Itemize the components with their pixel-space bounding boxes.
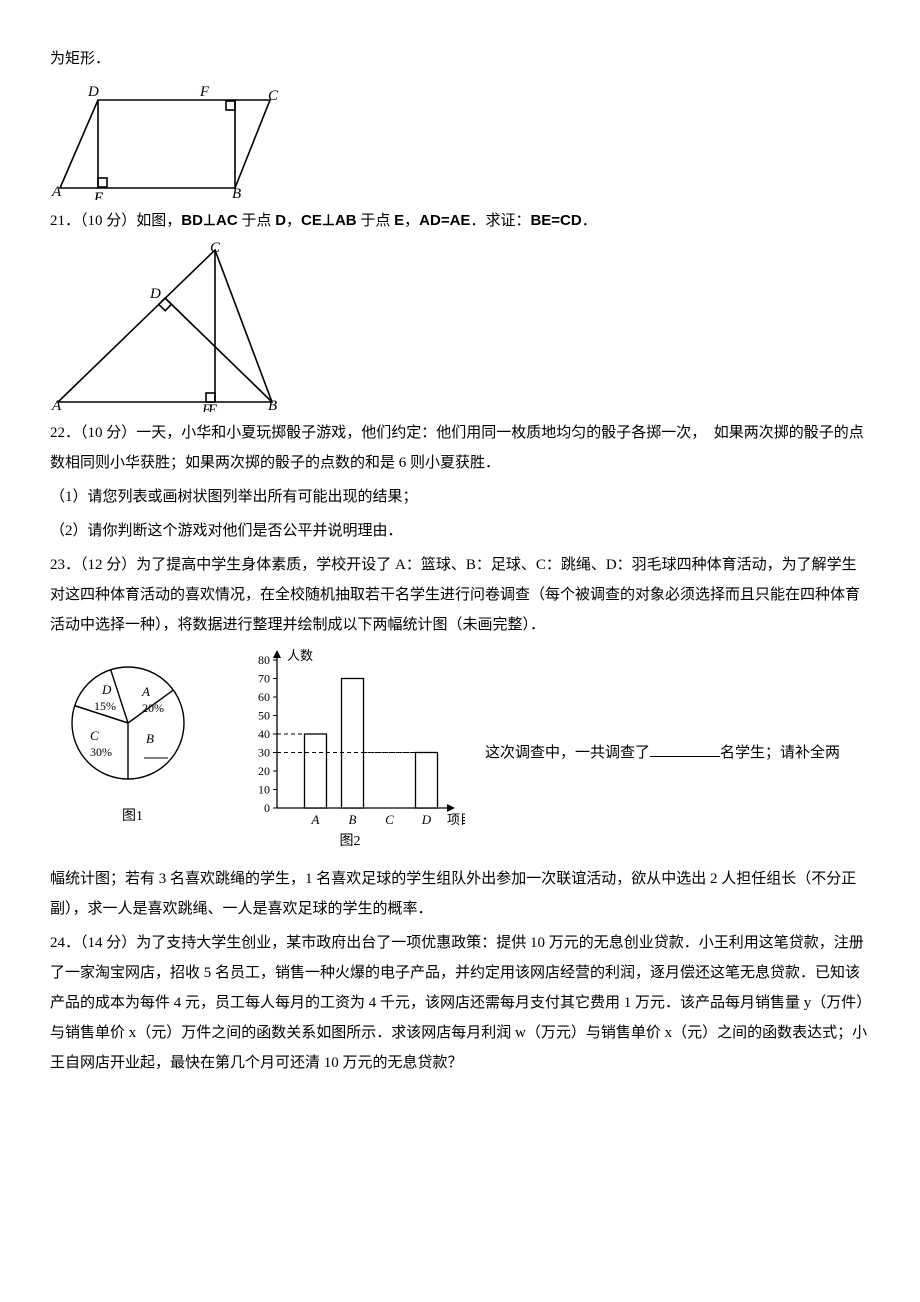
label-B: B xyxy=(232,186,241,200)
q21-figure: A B C D E E xyxy=(50,242,870,412)
q21-mid1: 于点 xyxy=(238,213,276,229)
q21-e: E xyxy=(394,212,404,229)
q22-sub2: （2）请你判断这个游戏对他们是否公平并说明理由． xyxy=(50,516,870,546)
svg-text:0: 0 xyxy=(264,801,270,815)
svg-text:B: B xyxy=(349,812,357,827)
q21-seg2: CE⊥AB xyxy=(301,212,357,229)
svg-text:E: E xyxy=(93,190,103,200)
svg-text:10: 10 xyxy=(258,783,270,797)
svg-text:15%: 15% xyxy=(94,699,116,713)
q21-number: 21．（10 分）如图， xyxy=(50,213,181,229)
svg-text:80: 80 xyxy=(258,653,270,667)
svg-text:人数: 人数 xyxy=(287,648,313,663)
q21-seg3: AD=AE xyxy=(419,212,470,229)
q21-text: 21．（10 分）如图，BD⊥AC 于点 D，CE⊥AB 于点 E，AD=AE．… xyxy=(50,206,870,236)
q23-inline-text: 这次调查中，一共调查了 名学生；请补全两 xyxy=(485,648,870,768)
bar-chart-container: 0 10 20 30 40 50 60 70 80 人数项目 A B C D 图2 xyxy=(235,648,465,856)
svg-text:20: 20 xyxy=(258,764,270,778)
q21-c1: ， xyxy=(286,213,301,229)
q21-mid2: 于点 xyxy=(357,213,395,229)
svg-text:D: D xyxy=(421,812,432,827)
svg-text:B: B xyxy=(146,731,154,746)
parallelogram-svg: A B C D E F E xyxy=(50,80,280,200)
label-B: B xyxy=(268,398,277,412)
svg-text:C: C xyxy=(90,728,99,743)
label-A: A xyxy=(51,184,62,200)
label-D: D xyxy=(149,286,161,302)
svg-text:50: 50 xyxy=(258,709,270,723)
pie-chart-container: D 15% A 20% C 30% B 图1 xyxy=(50,648,215,831)
q21-d: D xyxy=(275,212,286,229)
label-C: C xyxy=(268,88,279,104)
label-F: F xyxy=(199,84,210,100)
label-C: C xyxy=(210,242,221,256)
q23-after: 幅统计图；若有 3 名喜欢跳绳的学生，1 名喜欢足球的学生组队外出参加一次联谊活… xyxy=(50,864,870,924)
svg-text:40: 40 xyxy=(258,727,270,741)
q21-c2: ， xyxy=(404,213,419,229)
svg-text:20%: 20% xyxy=(142,701,164,715)
intro-text: 为矩形． xyxy=(50,44,870,74)
q22-sub1: （1）请您列表或画树状图列举出所有可能出现的结果； xyxy=(50,482,870,512)
bar-chart: 0 10 20 30 40 50 60 70 80 人数项目 A B C D xyxy=(235,648,465,828)
pie-caption: 图1 xyxy=(50,803,215,831)
svg-text:70: 70 xyxy=(258,672,270,686)
q21-period: ．求证： xyxy=(470,213,530,229)
label-A: A xyxy=(51,398,62,412)
svg-text:60: 60 xyxy=(258,690,270,704)
q23-inline: 这次调查中，一共调查了 xyxy=(485,745,650,761)
triangle-svg: A B C D E E xyxy=(50,242,280,412)
q20-figure: A B C D E F E xyxy=(50,80,870,200)
blank-input[interactable] xyxy=(650,742,720,757)
svg-text:30: 30 xyxy=(258,746,270,760)
svg-text:A: A xyxy=(311,812,320,827)
q23-inline2: 名学生；请补全两 xyxy=(720,745,840,761)
svg-text:C: C xyxy=(385,812,394,827)
q22-line1: 22．（10 分）一天，小华和小夏玩掷骰子游戏，他们约定：他们用同一枚质地均匀的… xyxy=(50,418,870,478)
bar-caption: 图2 xyxy=(235,828,465,856)
q21-end: ． xyxy=(582,213,597,229)
svg-text:E: E xyxy=(201,402,211,412)
q21-seg4: BE=CD xyxy=(530,212,581,229)
q23-charts: D 15% A 20% C 30% B 图1 0 10 20 30 40 50 60 70 80 人数项目 A B… xyxy=(50,648,870,856)
svg-text:30%: 30% xyxy=(90,745,112,759)
q21-seg1: BD⊥AC xyxy=(181,212,237,229)
svg-text:A: A xyxy=(141,684,150,699)
q24-text: 24．（14 分）为了支持大学生创业，某市政府出台了一项优惠政策：提供 10 万… xyxy=(50,928,870,1078)
svg-text:项目: 项目 xyxy=(447,812,465,827)
label-D: D xyxy=(87,84,99,100)
q23-text: 23．（12 分）为了提高中学生身体素质，学校开设了 A：篮球、B：足球、C：跳… xyxy=(50,550,870,640)
svg-text:D: D xyxy=(101,682,112,697)
pie-chart: D 15% A 20% C 30% B xyxy=(50,648,215,803)
